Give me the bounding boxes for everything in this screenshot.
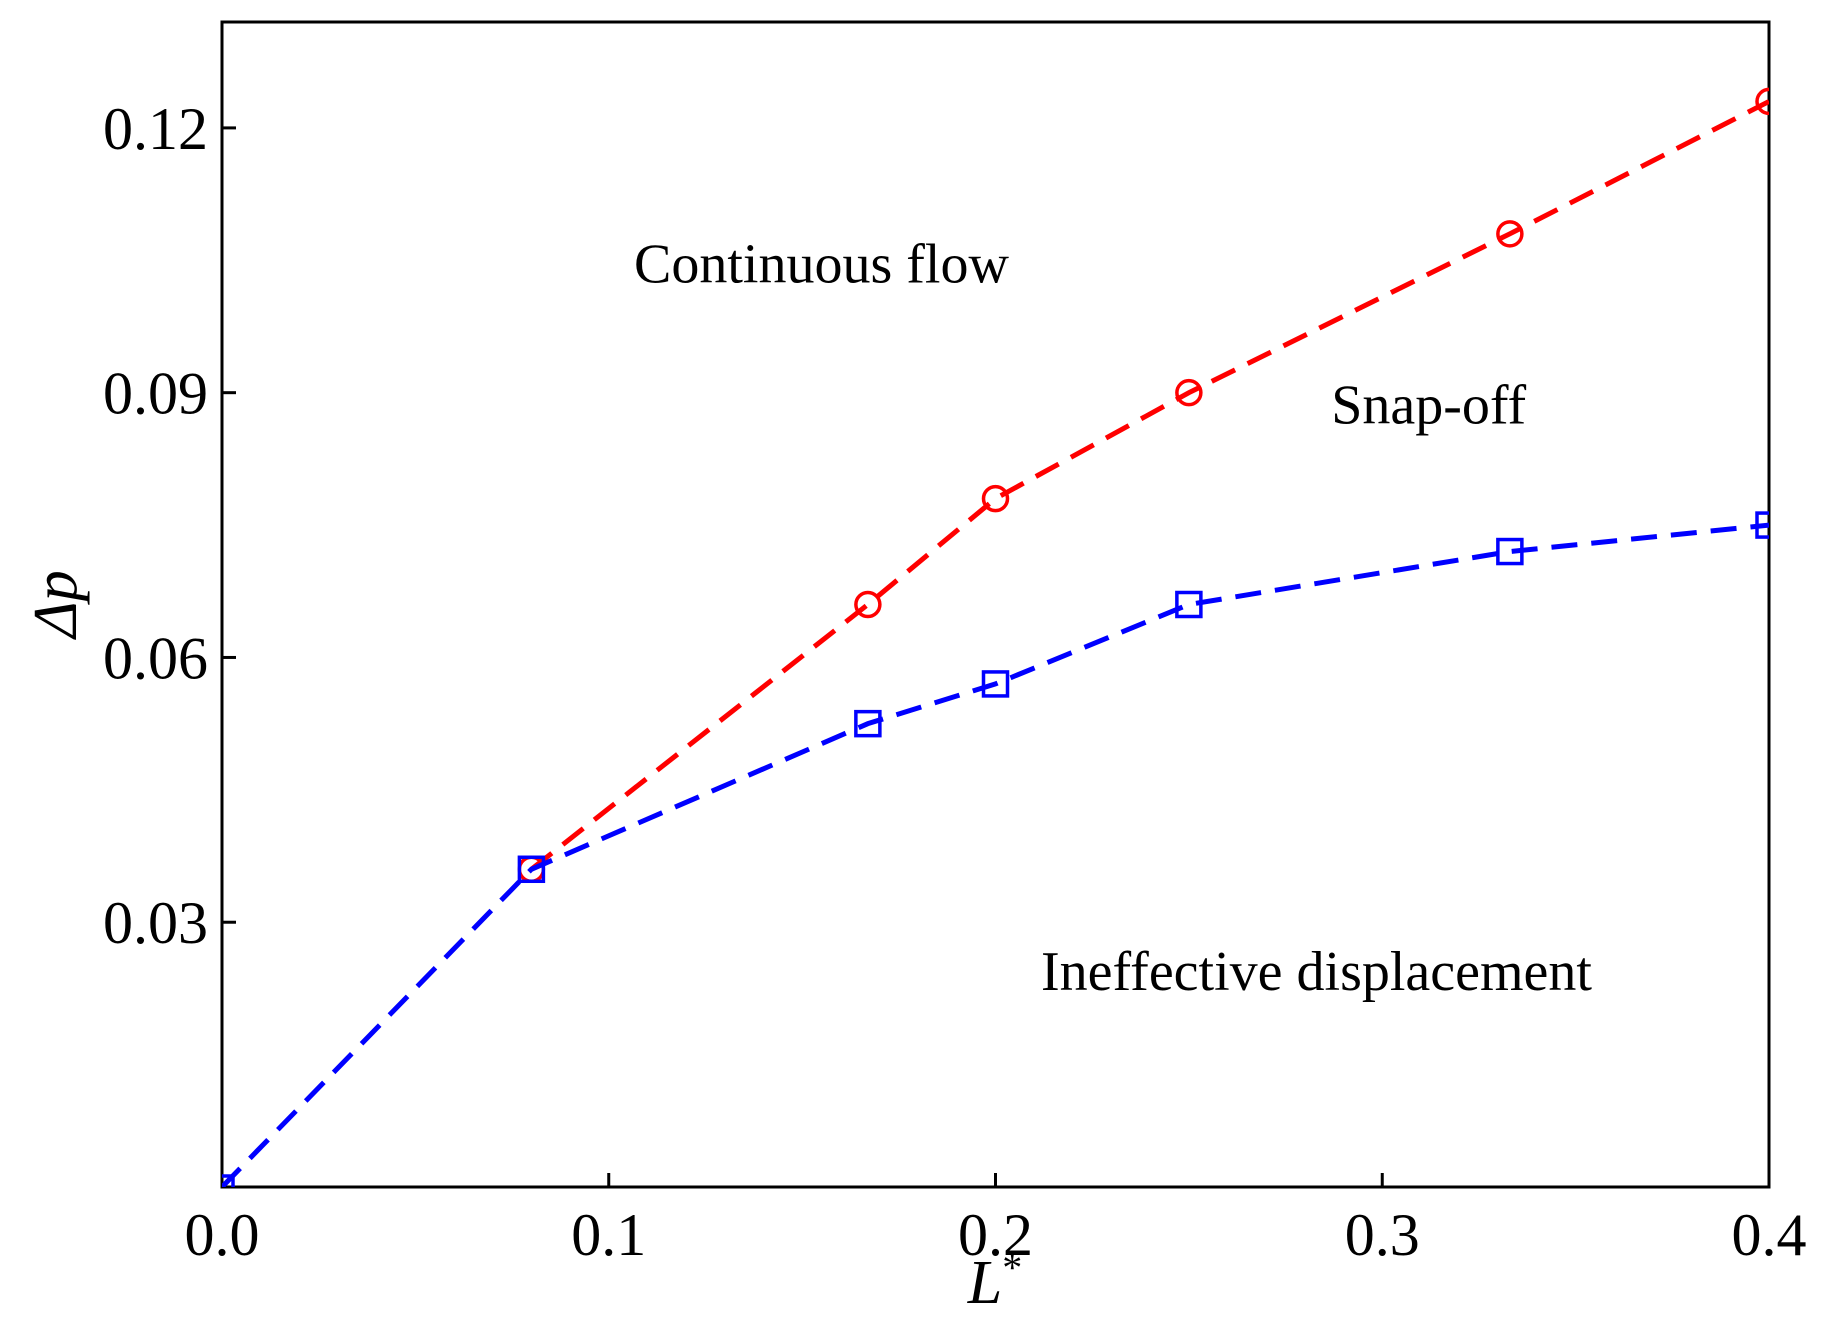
region-annotation: Continuous flow — [634, 233, 1009, 295]
axis-ticks: 0.0 0.1 0.2 0.3 0.4 0.03 0.06 0.09 0.12 — [103, 96, 1807, 1268]
y-tick-label: 0.06 — [103, 625, 208, 691]
x-tick-label: 0.3 — [1345, 1202, 1420, 1268]
blue-series-line — [222, 522, 1769, 1187]
red-series-line — [529, 99, 1769, 872]
series-group — [222, 87, 1769, 1187]
region-annotation: Ineffective displacement — [1041, 941, 1592, 1003]
region-annotation: Snap-off — [1331, 375, 1526, 437]
blue-point-marker — [517, 855, 546, 884]
x-axis-label: L* — [967, 1245, 1022, 1317]
blue-point-marker — [981, 670, 1010, 698]
x-axis-label-main: L — [967, 1249, 1002, 1317]
blue-point-marker — [1496, 537, 1524, 566]
y-axis-label: Δp — [22, 570, 90, 640]
blue-point-marker — [854, 709, 882, 738]
x-tick-label: 0.0 — [185, 1202, 260, 1268]
red-point-marker — [1496, 220, 1524, 248]
x-tick-label: 0.1 — [571, 1202, 646, 1268]
y-tick-label: 0.12 — [103, 96, 208, 162]
red-point-marker — [854, 590, 882, 619]
red-point-marker — [1175, 378, 1203, 407]
x-tick-label: 0.2 — [958, 1202, 1033, 1268]
y-tick-label: 0.09 — [103, 361, 208, 427]
plot-frame — [220, 20, 1771, 1189]
red-point-marker — [1755, 87, 1769, 116]
red-point-marker — [981, 484, 1010, 513]
blue-point-marker — [1755, 511, 1769, 539]
blue-point-marker — [1175, 590, 1203, 619]
x-tick-label: 0.4 — [1732, 1202, 1807, 1268]
x-axis-label-superscript: * — [1002, 1245, 1022, 1290]
annotations-group: Continuous flow Snap-off Ineffective displ… — [634, 233, 1592, 1003]
y-tick-label: 0.03 — [103, 890, 208, 956]
